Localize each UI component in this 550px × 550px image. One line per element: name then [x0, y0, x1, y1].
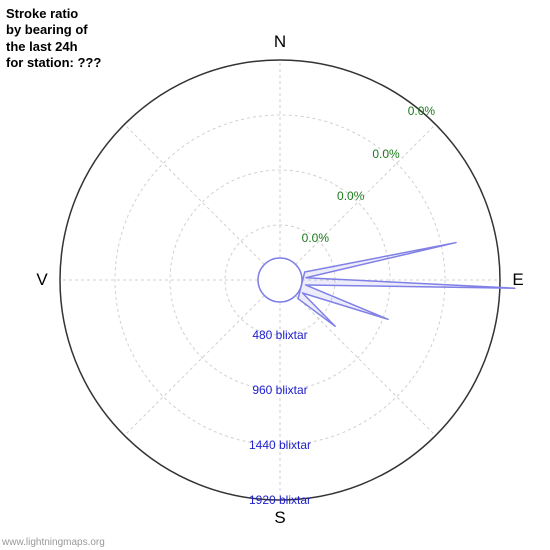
ring-val-4: 1920 blixtar — [249, 493, 311, 507]
ring-pct-2: 0.0% — [337, 189, 364, 203]
ring-pct-1: 0.0% — [302, 231, 329, 245]
polar-chart-svg — [0, 0, 550, 550]
ring-pct-4: 0.0% — [408, 104, 435, 118]
axis-label-e: E — [512, 270, 523, 290]
footer-attribution: www.lightningmaps.org — [2, 537, 105, 548]
ring-val-3: 1440 blixtar — [249, 438, 311, 452]
ring-val-1: 480 blixtar — [252, 328, 307, 342]
ring-val-2: 960 blixtar — [252, 383, 307, 397]
ring-pct-3: 0.0% — [372, 147, 399, 161]
polar-chart-container: Stroke ratio by bearing of the last 24h … — [0, 0, 550, 550]
axis-label-v: V — [36, 270, 47, 290]
axis-label-n: N — [274, 32, 286, 52]
axis-label-s: S — [274, 508, 285, 528]
